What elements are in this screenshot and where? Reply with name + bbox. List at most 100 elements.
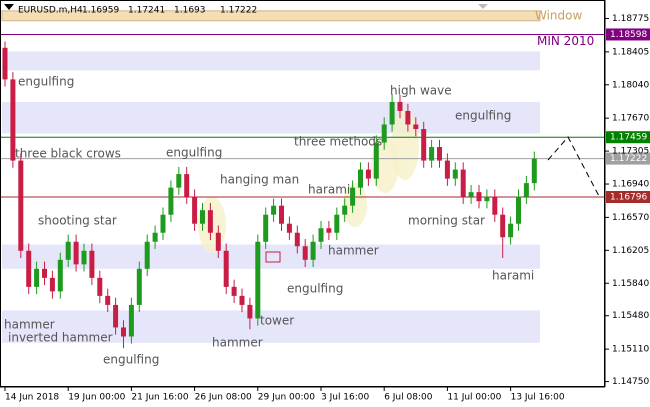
pattern-label: high wave [390, 84, 452, 98]
pattern-label: harami [308, 183, 350, 197]
candle-body [136, 268, 142, 305]
candle-body [192, 196, 198, 224]
pattern-label: shooting star [38, 214, 117, 228]
pattern-label: inverted hammer [8, 331, 113, 345]
candle-body [381, 124, 387, 143]
zone [2, 310, 540, 343]
candle-body [207, 210, 213, 233]
candle-body [97, 277, 103, 296]
level-value: 1.16796 [610, 193, 647, 203]
candle-body [121, 327, 126, 337]
candles [2, 41, 537, 349]
pattern-label: three methods [294, 135, 382, 149]
candle-body [373, 142, 379, 179]
x-tick-label: 29 Jun 00:00 [258, 393, 315, 403]
candle-body [176, 174, 182, 188]
candle-body [247, 304, 253, 319]
candle-body [389, 101, 395, 125]
x-tick-label: 6 Jul 08:00 [384, 393, 433, 403]
candle-body [34, 268, 40, 287]
candle-body [128, 304, 134, 337]
candle-body [444, 160, 450, 179]
candle-body [10, 79, 16, 161]
y-tick-label: 1.15840 [612, 279, 649, 289]
pattern-label: engulfing [287, 282, 343, 296]
candle-body [168, 187, 174, 215]
levels: 1.18598 1.17459 1.17222 1.16796 [0, 28, 650, 204]
candle-body [318, 228, 324, 242]
y-tick-label: 1.16570 [612, 213, 649, 223]
candle-body [49, 277, 55, 292]
y-tick-label: 1.14750 [612, 377, 649, 387]
x-tick-label: 21 Jun 16:00 [131, 393, 188, 403]
candle-body [397, 101, 403, 111]
pattern-label: morning star [408, 214, 485, 228]
y-tick-label: 1.17305 [612, 147, 649, 157]
y-tick-label: 1.15110 [612, 345, 649, 355]
quote-value: 1.17241 [128, 6, 165, 16]
candle-body [508, 223, 514, 238]
pattern-label: engulfing [18, 75, 74, 89]
header-icon [4, 4, 14, 10]
candle-body [144, 241, 150, 269]
y-tick-label: 1.18040 [612, 80, 649, 90]
candle-body [516, 196, 521, 224]
scroll-marker [478, 4, 488, 9]
candle-body [65, 241, 71, 260]
candle-body [294, 232, 300, 247]
candle-body [231, 286, 237, 296]
projection [547, 136, 601, 199]
level-value: 1.17459 [610, 133, 647, 143]
candle-body [342, 205, 348, 215]
candle-body [365, 169, 371, 179]
candle-body [239, 295, 245, 305]
y-tick-label: 1.16940 [612, 180, 649, 190]
pattern-label: hammer [212, 336, 263, 350]
candle-body [152, 232, 158, 242]
marker-box [265, 251, 281, 263]
candle-body [468, 192, 474, 197]
candle-body [460, 169, 466, 197]
candle-body [215, 232, 221, 251]
candle-body [223, 250, 229, 287]
pattern-label: tower [260, 314, 294, 328]
y-tick-label: 1.16205 [612, 246, 649, 256]
level-value: 1.17222 [610, 154, 647, 164]
candle-body [421, 129, 427, 161]
pattern-label: engulfing [455, 109, 511, 123]
candle-body [452, 169, 458, 179]
candle-body [476, 192, 482, 202]
quote-value: 1.1693 [174, 6, 206, 16]
candle-body [73, 241, 79, 265]
candle-body [255, 241, 261, 319]
level-value: 1.18598 [610, 30, 647, 40]
candle-body [81, 250, 87, 265]
level-tag [606, 191, 650, 204]
candle-body [2, 47, 8, 80]
zone [2, 51, 540, 71]
x-tick-label: 14 Jun 2018 [5, 393, 59, 403]
pattern-label: hanging man [220, 173, 299, 187]
candle-body [57, 259, 63, 292]
zone [2, 101, 540, 134]
zone-label: Window [535, 8, 583, 22]
candle-body [286, 223, 292, 233]
candle-body [429, 147, 435, 161]
candle-body [350, 187, 356, 206]
pattern-label: hammer [328, 244, 379, 258]
x-tick-label: 3 Jul 16:00 [321, 393, 370, 403]
candle-body [326, 228, 332, 233]
candle-body [358, 169, 363, 188]
y-tick-label: 1.15480 [612, 311, 649, 321]
pattern-label: engulfing [166, 146, 222, 160]
candle-body [263, 214, 269, 242]
candle-body [113, 304, 119, 328]
y-tick-label: 1.18775 [612, 14, 649, 24]
candle-body [310, 241, 316, 260]
zone [1, 10, 541, 22]
candle-body [405, 110, 411, 125]
candle-body [89, 250, 95, 278]
candle-body [105, 295, 111, 305]
candle-body [42, 268, 47, 278]
